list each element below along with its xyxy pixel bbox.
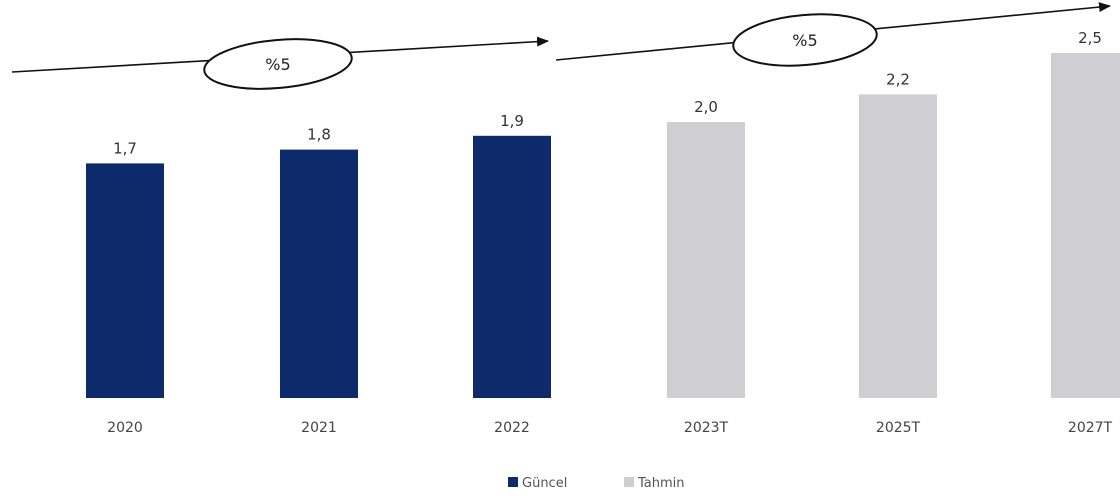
category-label-2021: 2021 bbox=[301, 420, 337, 436]
growth-label-2: %5 bbox=[792, 31, 817, 50]
category-label-2027t: 2027T bbox=[1068, 420, 1113, 436]
growth-ellipse-1 bbox=[203, 38, 353, 90]
value-label-2020: 1,7 bbox=[113, 139, 137, 157]
category-labels-group: 2020 2021 2022 2023T 2025T 2027T bbox=[107, 420, 1112, 436]
value-label-2025t: 2,2 bbox=[886, 70, 910, 88]
legend-swatch-tahmin bbox=[624, 477, 634, 487]
legend-label-guncel: Güncel bbox=[522, 476, 567, 491]
legend-label-tahmin: Tahmin bbox=[637, 476, 685, 491]
growth-label-1: %5 bbox=[265, 55, 290, 74]
bar-2021 bbox=[280, 149, 358, 398]
bar-2025t bbox=[859, 94, 937, 399]
category-label-2025t: 2025T bbox=[876, 420, 921, 436]
growth-ellipse-2 bbox=[732, 13, 878, 67]
bar-2022 bbox=[473, 135, 551, 399]
category-label-2022: 2022 bbox=[494, 420, 530, 436]
legend: Güncel Tahmin bbox=[508, 476, 685, 491]
bar-2023t bbox=[667, 122, 745, 398]
category-label-2020: 2020 bbox=[107, 420, 143, 436]
bars-group bbox=[86, 53, 1120, 399]
bar-2027t bbox=[1051, 53, 1120, 398]
legend-swatch-guncel bbox=[508, 477, 518, 487]
value-label-2022: 1,9 bbox=[500, 112, 524, 130]
value-label-2023t: 2,0 bbox=[694, 98, 718, 116]
category-label-2023t: 2023T bbox=[684, 420, 729, 436]
value-label-2027t: 2,5 bbox=[1078, 29, 1102, 47]
value-label-2021: 1,8 bbox=[307, 126, 331, 144]
growth-annotations-group: %5 %5 bbox=[11, 2, 1111, 90]
value-labels-group: 1,7 1,8 1,9 2,0 2,2 2,5 bbox=[113, 29, 1102, 157]
bar-2020 bbox=[86, 163, 164, 398]
